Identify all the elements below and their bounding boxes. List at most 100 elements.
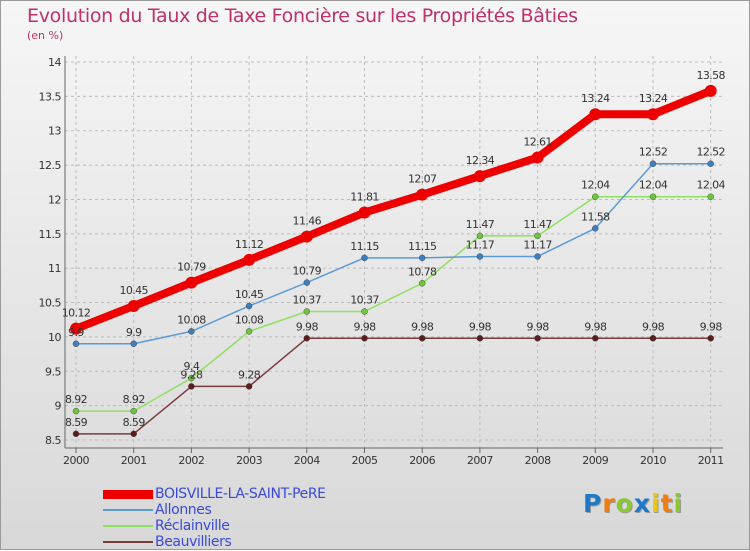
data-label: 13.24: [581, 92, 610, 105]
data-point: [303, 308, 310, 315]
data-label: 12.52: [639, 146, 668, 159]
logo-letter: x: [633, 489, 651, 518]
data-label: 8.92: [65, 393, 87, 406]
data-point: [476, 335, 484, 342]
y-tick-label: 11: [48, 262, 61, 275]
data-label: 10.08: [177, 313, 206, 326]
legend-swatch: [103, 525, 153, 527]
data-point: [592, 225, 599, 232]
data-point: [188, 383, 195, 390]
data-point: [592, 193, 599, 200]
data-label: 9.98: [700, 320, 723, 333]
data-point: [303, 335, 310, 342]
data-point: [130, 407, 137, 415]
y-tick-label: 12.5: [39, 159, 62, 172]
x-tick-label: 2010: [640, 454, 666, 467]
data-label: 11.15: [350, 240, 379, 253]
data-point: [130, 340, 137, 347]
data-label: 13.24: [639, 92, 668, 105]
data-point: [245, 383, 253, 390]
data-label: 10.45: [119, 284, 148, 297]
data-label: 9.98: [411, 320, 434, 333]
y-tick-label: 13: [48, 125, 61, 138]
y-tick-label: 10: [48, 331, 61, 344]
legend-label: BOISVILLE-LA-SAINT-PeRE: [155, 486, 326, 502]
data-point: [361, 335, 368, 342]
legend-label: Réclainville: [155, 518, 230, 534]
series-line-allonnes: [75, 162, 712, 345]
data-point: [419, 335, 426, 342]
data-label: 12.07: [408, 173, 437, 186]
data-label: 9.98: [642, 320, 665, 333]
data-point: [531, 151, 544, 164]
chart-title: Evolution du Taux de Taxe Foncière sur l…: [27, 5, 578, 27]
data-point: [127, 299, 140, 312]
data-point: [358, 206, 371, 219]
data-label: 12.04: [639, 179, 668, 192]
data-point: [303, 279, 310, 286]
data-point: [70, 322, 82, 335]
data-label: 8.59: [123, 416, 146, 429]
data-point: [245, 328, 253, 335]
legend-label: Allonnes: [155, 502, 212, 518]
data-point: [72, 340, 80, 347]
data-point: [416, 188, 429, 201]
data-label: 11.12: [235, 238, 264, 251]
x-tick-label: 2007: [467, 454, 493, 467]
legend-swatch: [103, 509, 153, 511]
x-tick-label: 2009: [582, 454, 608, 467]
data-point: [361, 308, 368, 315]
data-label: 10.37: [350, 293, 379, 306]
data-label: 8.59: [65, 416, 88, 429]
data-point: [704, 84, 717, 97]
data-label: 11.81: [350, 191, 379, 204]
data-label: 11.47: [523, 218, 552, 231]
x-tick-label: 2002: [178, 454, 204, 467]
logo-letter: r: [602, 489, 616, 518]
data-point: [72, 407, 80, 415]
data-point: [592, 335, 599, 342]
y-tick-label: 13.5: [39, 90, 62, 103]
data-point: [707, 160, 714, 167]
y-tick-label: 8.5: [45, 434, 61, 447]
data-point: [300, 230, 313, 243]
data-point: [130, 430, 137, 438]
data-label: 11.17: [466, 238, 495, 251]
data-label: 12.34: [466, 154, 495, 167]
data-label: 11.46: [293, 215, 322, 228]
data-label: 12.04: [696, 179, 725, 192]
data-point: [188, 328, 195, 335]
data-label: 9.98: [469, 320, 492, 333]
x-tick-label: 2003: [236, 454, 262, 467]
data-point: [649, 335, 657, 342]
data-label: 9.98: [584, 320, 607, 333]
data-label: 10.08: [235, 313, 264, 326]
data-point: [245, 302, 253, 310]
y-tick-label: 11.5: [39, 228, 62, 241]
logo-letter: o: [615, 489, 634, 518]
x-tick-label: 2006: [409, 454, 435, 467]
data-label: 12.61: [523, 136, 552, 149]
x-tick-label: 2008: [525, 454, 551, 467]
data-point: [476, 253, 484, 260]
x-tick-label: 2004: [294, 454, 320, 467]
data-label: 11.58: [581, 210, 610, 223]
data-point: [188, 374, 195, 382]
data-label: 11.15: [408, 240, 437, 253]
data-point: [243, 253, 256, 266]
data-label: 9.98: [296, 320, 319, 333]
data-point: [185, 276, 198, 289]
data-label: 11.17: [523, 238, 552, 251]
data-label: 9.28: [180, 368, 203, 381]
data-label: 9.4: [184, 360, 200, 373]
data-label: 10.45: [235, 288, 264, 301]
legend-swatch: [103, 490, 153, 499]
data-label: 9.9: [68, 326, 84, 339]
data-label: 13.58: [696, 69, 725, 82]
legend-label: Beauvilliers: [155, 534, 232, 550]
data-point: [647, 108, 659, 121]
x-tick-label: 2000: [63, 454, 89, 467]
series-line-r-clainville: [75, 195, 712, 412]
x-tick-label: 2001: [121, 454, 147, 467]
